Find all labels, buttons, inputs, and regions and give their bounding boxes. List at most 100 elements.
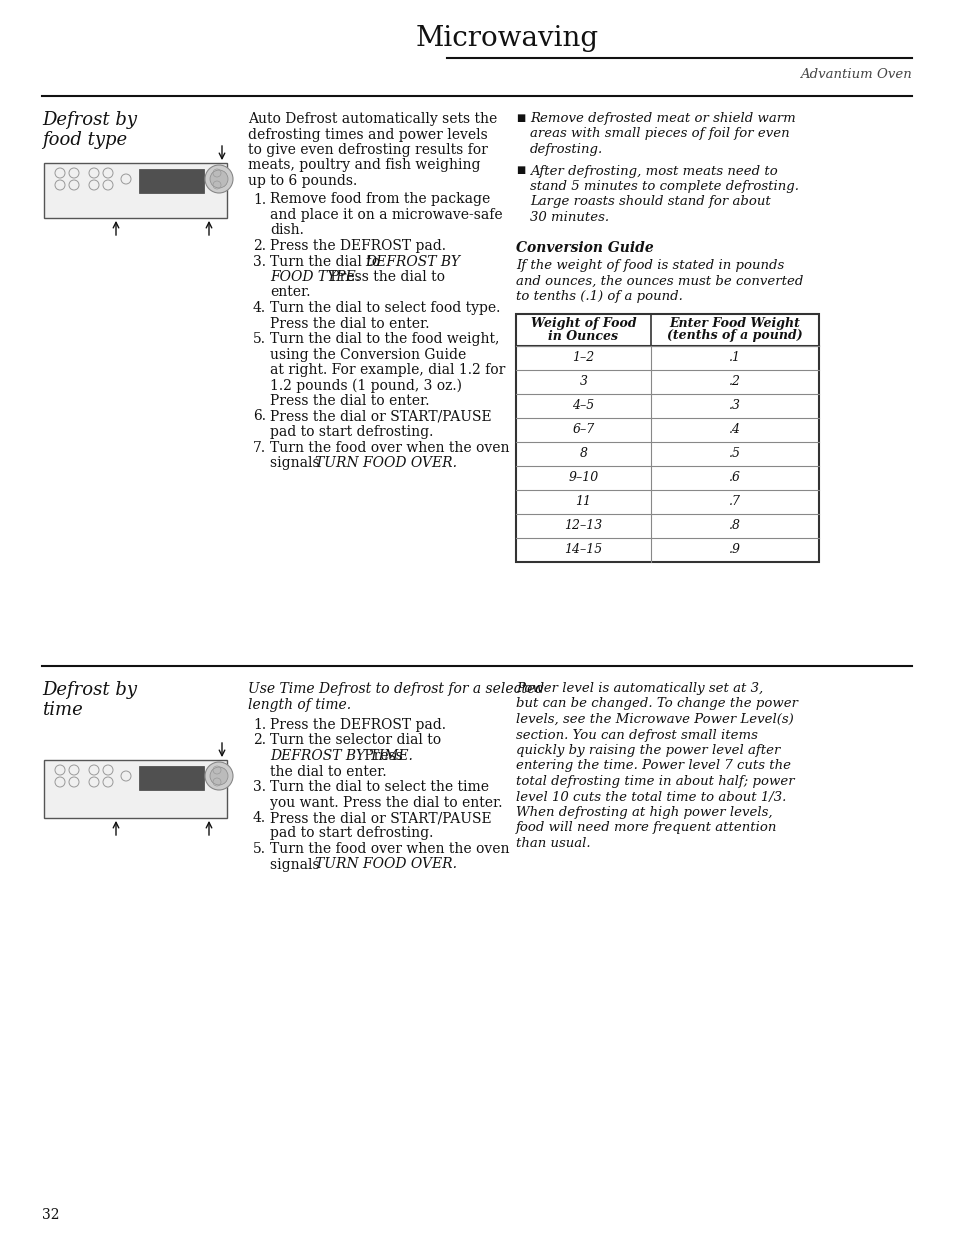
Text: level 10 cuts the total time to about 1/3.: level 10 cuts the total time to about 1/… xyxy=(516,790,785,804)
Text: Enter Food Weight: Enter Food Weight xyxy=(669,317,800,331)
Text: 8: 8 xyxy=(578,447,587,460)
Text: quickly by raising the power level after: quickly by raising the power level after xyxy=(516,743,780,757)
Text: Turn the dial to select food type.: Turn the dial to select food type. xyxy=(270,301,500,315)
Text: and place it on a microwave-safe: and place it on a microwave-safe xyxy=(270,208,502,222)
Text: 3.: 3. xyxy=(253,781,266,794)
Text: Turn the dial to select the time: Turn the dial to select the time xyxy=(270,781,489,794)
Text: 6–7: 6–7 xyxy=(572,422,594,436)
Text: .6: .6 xyxy=(728,471,740,484)
Text: signals: signals xyxy=(270,456,324,470)
Text: Microwaving: Microwaving xyxy=(415,25,598,52)
Text: using the Conversion Guide: using the Conversion Guide xyxy=(270,347,466,362)
Text: 11: 11 xyxy=(575,496,591,508)
Text: 4.: 4. xyxy=(253,301,266,315)
Text: .4: .4 xyxy=(728,422,740,436)
Text: 3: 3 xyxy=(578,375,587,388)
Text: 4–5: 4–5 xyxy=(572,399,594,413)
Text: length of time.: length of time. xyxy=(248,698,351,711)
Text: 30 minutes.: 30 minutes. xyxy=(530,211,608,224)
Text: areas with small pieces of foil for even: areas with small pieces of foil for even xyxy=(530,128,789,140)
Text: defrosting times and power levels: defrosting times and power levels xyxy=(248,128,487,141)
Bar xyxy=(516,313,818,561)
Circle shape xyxy=(205,165,233,193)
Text: total defrosting time in about half; power: total defrosting time in about half; pow… xyxy=(516,776,794,788)
Text: ■: ■ xyxy=(516,166,525,176)
Text: (tenths of a pound): (tenths of a pound) xyxy=(666,330,802,342)
Text: dish.: dish. xyxy=(270,223,304,238)
Text: Power level is automatically set at 3,: Power level is automatically set at 3, xyxy=(516,681,762,695)
Text: time: time xyxy=(42,701,83,719)
Text: meats, poultry and fish weighing: meats, poultry and fish weighing xyxy=(248,159,480,172)
Text: .1: .1 xyxy=(728,351,740,364)
Text: defrosting.: defrosting. xyxy=(530,142,602,156)
Text: entering the time. Power level 7 cuts the: entering the time. Power level 7 cuts th… xyxy=(516,760,790,772)
Text: After defrosting, most meats need to: After defrosting, most meats need to xyxy=(530,165,777,177)
Text: levels, see the Microwave Power Level(s): levels, see the Microwave Power Level(s) xyxy=(516,712,793,726)
Text: and ounces, the ounces must be converted: and ounces, the ounces must be converted xyxy=(516,275,802,287)
Circle shape xyxy=(210,767,228,786)
Text: Turn the food over when the oven: Turn the food over when the oven xyxy=(270,441,509,455)
Bar xyxy=(139,766,204,790)
Text: ■: ■ xyxy=(516,113,525,123)
Text: 4.: 4. xyxy=(253,812,266,825)
Text: Conversion Guide: Conversion Guide xyxy=(516,240,653,254)
Text: 1.2 pounds (1 pound, 3 oz.): 1.2 pounds (1 pound, 3 oz.) xyxy=(270,378,461,393)
Text: Press the dial or START/PAUSE: Press the dial or START/PAUSE xyxy=(270,410,491,424)
Text: .9: .9 xyxy=(728,543,740,556)
Text: 14–15: 14–15 xyxy=(564,543,602,556)
Text: DEFROST BY TIME.: DEFROST BY TIME. xyxy=(270,750,413,763)
Text: Turn the dial to the food weight,: Turn the dial to the food weight, xyxy=(270,332,498,346)
Text: in Ounces: in Ounces xyxy=(548,330,618,342)
Text: 5.: 5. xyxy=(253,843,266,856)
Bar xyxy=(516,313,818,346)
Text: DEFROST BY: DEFROST BY xyxy=(365,254,459,269)
Text: Defrost by: Defrost by xyxy=(42,681,137,699)
Text: .5: .5 xyxy=(728,447,740,460)
Text: .7: .7 xyxy=(728,496,740,508)
Text: at right. For example, dial 1.2 for: at right. For example, dial 1.2 for xyxy=(270,363,505,377)
Text: TURN FOOD OVER.: TURN FOOD OVER. xyxy=(314,456,456,470)
Text: Press: Press xyxy=(359,750,402,763)
Text: 1–2: 1–2 xyxy=(572,351,594,364)
Text: 5.: 5. xyxy=(253,332,266,346)
Text: Auto Defrost automatically sets the: Auto Defrost automatically sets the xyxy=(248,112,497,126)
Text: Large roasts should stand for about: Large roasts should stand for about xyxy=(530,196,770,208)
Text: 7.: 7. xyxy=(253,441,266,455)
Text: Turn the food over when the oven: Turn the food over when the oven xyxy=(270,843,509,856)
Text: stand 5 minutes to complete defrosting.: stand 5 minutes to complete defrosting. xyxy=(530,180,799,193)
Text: .8: .8 xyxy=(728,519,740,532)
Text: Turn the dial to: Turn the dial to xyxy=(270,254,384,269)
Bar xyxy=(44,760,227,818)
Text: Press the dial to enter.: Press the dial to enter. xyxy=(270,316,429,331)
Text: pad to start defrosting.: pad to start defrosting. xyxy=(270,425,433,439)
Circle shape xyxy=(205,762,233,790)
Text: Defrost by: Defrost by xyxy=(42,112,137,129)
Text: Press the dial to: Press the dial to xyxy=(326,270,444,284)
Text: 12–13: 12–13 xyxy=(564,519,602,532)
Text: signals: signals xyxy=(270,857,324,871)
Text: the dial to enter.: the dial to enter. xyxy=(270,764,386,778)
Text: Press the dial to enter.: Press the dial to enter. xyxy=(270,394,429,408)
Bar xyxy=(139,169,204,193)
Text: you want. Press the dial to enter.: you want. Press the dial to enter. xyxy=(270,795,502,809)
Text: pad to start defrosting.: pad to start defrosting. xyxy=(270,826,433,840)
Text: than usual.: than usual. xyxy=(516,838,590,850)
Text: food type: food type xyxy=(42,131,127,149)
Text: .3: .3 xyxy=(728,399,740,413)
Text: 3.: 3. xyxy=(253,254,266,269)
Text: TURN FOOD OVER.: TURN FOOD OVER. xyxy=(314,857,456,871)
Text: Press the DEFROST pad.: Press the DEFROST pad. xyxy=(270,239,446,253)
Text: up to 6 pounds.: up to 6 pounds. xyxy=(248,173,356,188)
Text: 32: 32 xyxy=(42,1208,59,1222)
Text: but can be changed. To change the power: but can be changed. To change the power xyxy=(516,698,797,710)
Text: Remove food from the package: Remove food from the package xyxy=(270,192,490,207)
Text: Turn the selector dial to: Turn the selector dial to xyxy=(270,733,440,747)
Text: 1.: 1. xyxy=(253,192,266,207)
Text: 2.: 2. xyxy=(253,239,266,253)
Text: food will need more frequent attention: food will need more frequent attention xyxy=(516,821,777,835)
Text: Remove defrosted meat or shield warm: Remove defrosted meat or shield warm xyxy=(530,112,795,125)
Text: to give even defrosting results for: to give even defrosting results for xyxy=(248,142,487,157)
Text: If the weight of food is stated in pounds: If the weight of food is stated in pound… xyxy=(516,259,783,273)
Text: Press the dial or START/PAUSE: Press the dial or START/PAUSE xyxy=(270,812,491,825)
Text: Use Time Defrost to defrost for a selected: Use Time Defrost to defrost for a select… xyxy=(248,681,543,696)
